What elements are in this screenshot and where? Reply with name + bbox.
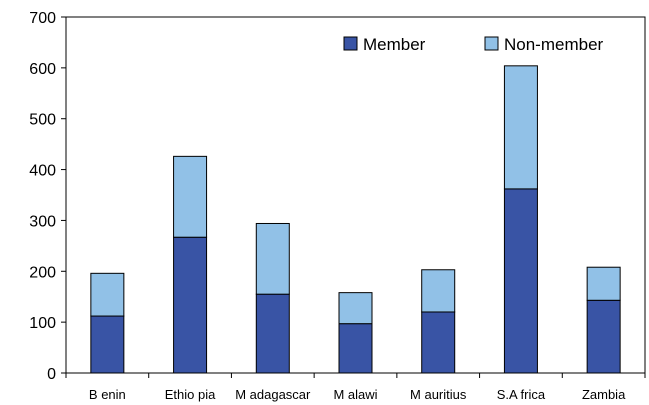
bar-non-member — [503, 65, 538, 190]
bar-non-member — [421, 269, 456, 313]
bar-member — [421, 311, 456, 374]
y-tick-label: 400 — [29, 163, 56, 180]
bar-non-member — [255, 222, 290, 295]
x-axis: B enin Ethio pia M adagascar M alawi M aurit… — [65, 373, 646, 402]
y-tick-label: 600 — [29, 61, 56, 78]
bar-member — [90, 315, 125, 374]
bar-non-member — [173, 155, 208, 238]
bar-non-member — [586, 266, 621, 301]
legend-swatch — [484, 36, 499, 51]
bar-non-member — [90, 272, 125, 317]
x-tick-label: B enin — [89, 387, 126, 402]
y-tick-label: 100 — [29, 315, 56, 332]
x-tick-label: Zambia — [582, 387, 626, 402]
legend-swatch — [343, 36, 358, 51]
legend-label: Member — [363, 35, 426, 54]
x-tick-label: S.A frica — [497, 387, 546, 402]
y-tick-label: 500 — [29, 112, 56, 129]
y-tick-label: 700 — [29, 10, 56, 27]
bar-member — [503, 188, 538, 374]
bar-member — [255, 293, 290, 374]
y-tick-label: 300 — [29, 213, 56, 230]
y-tick-label: 200 — [29, 264, 56, 281]
bar-member — [173, 236, 208, 374]
legend-label: Non-member — [504, 35, 604, 54]
x-tick-label: Ethio pia — [165, 387, 216, 402]
legend: Member Non-member — [343, 35, 604, 54]
x-tick-label: M auritius — [410, 387, 467, 402]
bar-non-member — [338, 292, 373, 325]
bars — [90, 65, 621, 374]
x-tick-label: M adagascar — [235, 387, 311, 402]
bar-member — [586, 299, 621, 374]
x-tick-label: M alawi — [333, 387, 377, 402]
bar-member — [338, 323, 373, 374]
y-tick-label: 0 — [47, 366, 56, 383]
